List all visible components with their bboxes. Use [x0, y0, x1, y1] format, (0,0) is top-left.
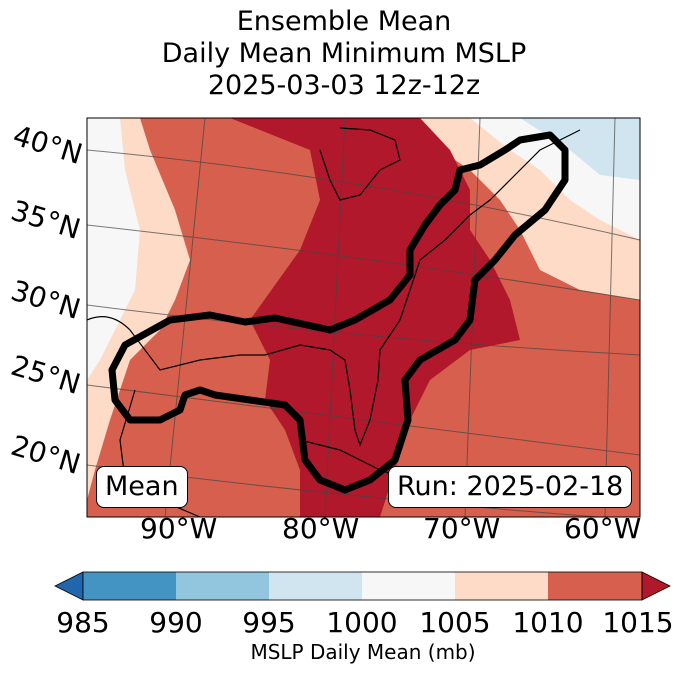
lon-label-90w: 90°W — [140, 512, 218, 545]
title-line-1: Ensemble Mean — [236, 6, 452, 37]
field-white-west — [87, 118, 140, 380]
colorbar-tick-990: 990 — [149, 606, 203, 639]
colorbar-bin-985-990 — [83, 572, 176, 600]
mslp-contour — [108, 131, 569, 494]
lon-label-60w: 60°W — [564, 512, 642, 545]
field-dark-red — [230, 118, 520, 517]
colorbar-label: MSLP Daily Mean (mb) — [250, 640, 476, 664]
colorbar-extend-high — [641, 571, 671, 601]
colorbar-bin-1000-1005 — [362, 572, 455, 600]
badge-mean: Mean — [96, 466, 188, 508]
colorbar-extend-low — [54, 571, 84, 601]
map-panel — [87, 118, 640, 517]
colorbar — [54, 571, 671, 601]
colorbar-bin-995-1000 — [269, 572, 362, 600]
colorbar-tick-1015: 1015 — [602, 606, 674, 639]
colorbar-tick-1010: 1010 — [512, 606, 584, 639]
lon-label-70w: 70°W — [423, 512, 501, 545]
colorbar-tick-995: 995 — [242, 606, 296, 639]
map-frame — [86, 117, 641, 518]
colorbar-frame — [82, 571, 643, 601]
title-line-2: Daily Mean Minimum MSLP — [161, 38, 527, 69]
colorbar-tick-1000: 1000 — [326, 606, 398, 639]
graticule — [87, 118, 640, 517]
badge-run-date: Run: 2025-02-18 — [388, 466, 633, 508]
colorbar-tick-985: 985 — [56, 606, 110, 639]
colorbar-bin-990-995 — [176, 572, 269, 600]
colorbar-tick-1005: 1005 — [419, 606, 491, 639]
colorbar-bin-1010-1015 — [548, 572, 642, 600]
colorbar-bin-1005-1010 — [455, 572, 548, 600]
lon-label-80w: 80°W — [282, 512, 360, 545]
title-line-3: 2025-03-03 12z-12z — [207, 70, 481, 101]
